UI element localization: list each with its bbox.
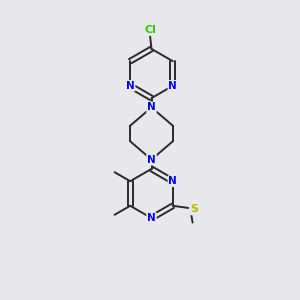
Text: N: N — [168, 81, 177, 91]
Text: N: N — [147, 213, 156, 223]
Text: S: S — [190, 204, 198, 214]
Text: N: N — [147, 154, 156, 165]
Text: N: N — [126, 81, 135, 91]
Text: Cl: Cl — [144, 25, 156, 35]
Text: N: N — [168, 176, 177, 186]
Text: N: N — [147, 102, 156, 112]
